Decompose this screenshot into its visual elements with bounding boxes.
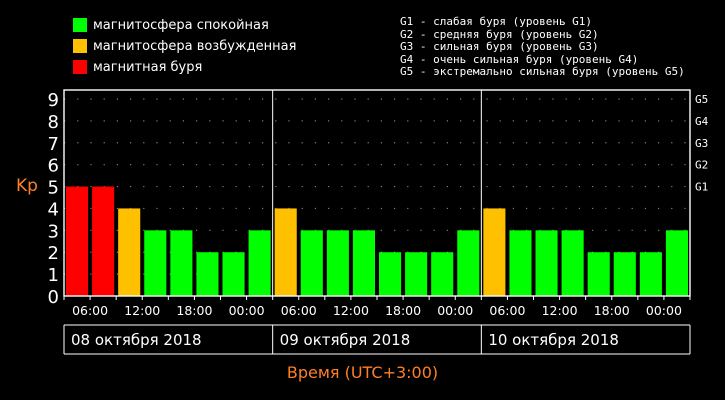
time-tick-label: 12:00	[333, 303, 369, 318]
y-tick-label: 2	[48, 243, 59, 264]
y-axis-label: Kp	[16, 176, 38, 196]
kp-bar	[248, 230, 271, 296]
y-tick-label: 3	[48, 221, 59, 242]
kp-bar	[665, 230, 688, 296]
g-level-tick: G5	[695, 93, 708, 106]
date-label: 08 октября 2018	[71, 331, 202, 349]
y-tick-label: 0	[48, 287, 59, 308]
date-label: 10 октября 2018	[488, 331, 619, 349]
legend-label: магнитосфера спокойная	[93, 18, 269, 33]
legend-swatch-green	[73, 18, 87, 32]
legend-label: магнитная буря	[93, 60, 203, 75]
legend-label: магнитосфера возбужденная	[93, 39, 297, 54]
kp-bar	[196, 252, 219, 296]
kp-bar	[66, 186, 89, 296]
storm-level-g3: G3 - сильная буря (уровень G3)	[400, 40, 599, 53]
y-tick-label: 8	[48, 112, 59, 133]
y-tick-label: 9	[48, 90, 59, 111]
y-tick-label: 5	[48, 178, 59, 199]
kp-bar	[222, 252, 245, 296]
time-tick-label: 06:00	[72, 303, 108, 318]
time-tick-label: 18:00	[385, 303, 421, 318]
date-label: 09 октября 2018	[280, 331, 411, 349]
y-tick-label: 7	[48, 134, 59, 155]
kp-bar	[118, 208, 141, 296]
storm-level-g2: G2 - средняя буря (уровень G2)	[400, 27, 599, 41]
kp-bar	[405, 252, 428, 296]
storm-level-g5: G5 - экстремально сильная буря (уровень …	[400, 65, 685, 78]
time-tick-label: 06:00	[489, 303, 525, 318]
g-level-tick: G1	[695, 181, 708, 194]
kp-bar	[326, 230, 349, 296]
kp-bar	[535, 230, 558, 296]
kp-bar	[639, 252, 662, 296]
time-tick-label: 06:00	[281, 303, 317, 318]
g-level-tick: G3	[695, 137, 708, 150]
time-tick-label: 12:00	[542, 303, 578, 318]
storm-levels-legend: G1 - слабая буря (уровень G1) G2 - средн…	[400, 15, 685, 79]
kp-bar	[561, 230, 584, 296]
kp-bar	[509, 230, 532, 296]
storm-level-g4: G4 - очень сильная буря (уровень G4)	[400, 52, 639, 66]
y-tick-label: 4	[48, 199, 59, 220]
time-tick-label: 18:00	[176, 303, 212, 318]
kp-bar	[144, 230, 167, 296]
kp-bar	[274, 208, 297, 296]
kp-bar	[352, 230, 375, 296]
y-tick-label: 1	[48, 265, 59, 286]
x-axis-title: Время (UTC+3:00)	[286, 363, 439, 382]
time-tick-label: 00:00	[437, 303, 473, 318]
time-tick-label: 18:00	[594, 303, 630, 318]
time-tick-label: 00:00	[646, 303, 682, 318]
storm-level-g1: G1 - слабая буря (уровень G1)	[400, 15, 593, 28]
kp-bar	[483, 208, 506, 296]
kp-bar	[92, 186, 115, 296]
kp-bar	[613, 252, 636, 296]
legend-item-excited: магнитосфера возбужденная	[73, 36, 296, 57]
kp-bar	[170, 230, 193, 296]
legend: магнитосфера спокойная магнитосфера возб…	[73, 15, 296, 78]
legend-item-quiet: магнитосфера спокойная	[73, 15, 296, 36]
time-tick-label: 12:00	[124, 303, 160, 318]
legend-swatch-yellow	[73, 39, 87, 53]
y-tick-label: 6	[48, 156, 59, 177]
kp-bar	[457, 230, 480, 296]
kp-bar	[379, 252, 402, 296]
kp-bar	[431, 252, 454, 296]
kp-bar	[300, 230, 323, 296]
g-level-tick: G2	[695, 159, 708, 172]
kp-bar	[587, 252, 610, 296]
legend-item-storm: магнитная буря	[73, 57, 296, 78]
time-tick-label: 00:00	[229, 303, 265, 318]
legend-swatch-red	[73, 60, 87, 74]
g-level-tick: G4	[695, 115, 709, 128]
